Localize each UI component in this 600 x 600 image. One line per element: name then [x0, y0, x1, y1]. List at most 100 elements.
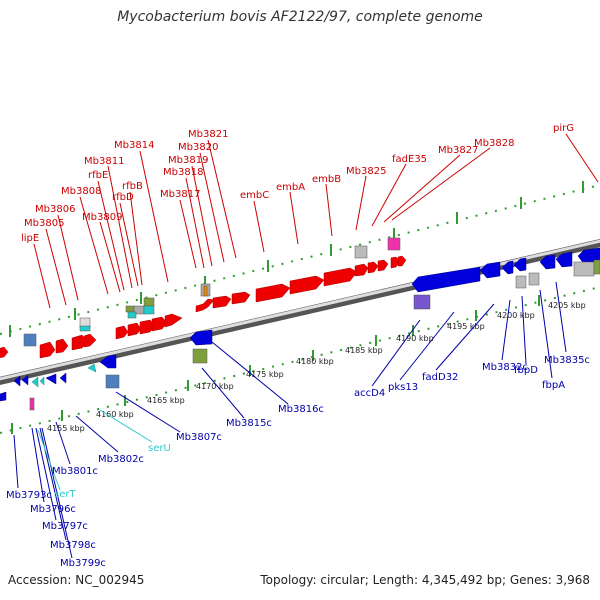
forward-gene [83, 333, 97, 348]
feature-box [125, 305, 135, 313]
trna-gene [87, 363, 97, 373]
gene-label: Mb3798c [50, 540, 96, 551]
gene-label: accD4 [354, 388, 385, 399]
feature-box [192, 348, 208, 364]
reverse-gene [45, 373, 57, 385]
gene-label: Mb3825 [346, 166, 386, 177]
reverse-gene [479, 261, 501, 279]
gene-label: Mb3821 [188, 129, 228, 140]
forward-gene [115, 325, 129, 340]
trna-genes [31, 363, 97, 388]
forward-gene [255, 283, 291, 303]
reverse-gene [513, 257, 527, 272]
gene-label: Mb3820 [178, 142, 218, 153]
reverse-gene [0, 391, 7, 402]
scale-label: 4205 kbp [548, 301, 586, 310]
map-title: Mycobacterium bovis AF2122/97, complete … [117, 9, 483, 25]
genome-summary: Topology: circular; Length: 4,345,492 bp… [260, 573, 590, 587]
gene-label: Mb3814 [114, 140, 154, 151]
trna-gene [31, 376, 39, 388]
gene-label: Mb3832c [482, 362, 528, 373]
gene-label: Mb3802c [98, 454, 144, 465]
forward-gene [195, 298, 215, 313]
trna-label: serT [54, 489, 76, 500]
gene-label: Mb3827 [438, 145, 478, 156]
gene-label: embC [240, 190, 269, 201]
reverse-gene [189, 329, 213, 346]
feature-box [127, 311, 137, 319]
gene-label: Mb3828 [474, 138, 514, 149]
gene-label: Mb3818 [163, 167, 203, 178]
feature-box [593, 259, 600, 275]
gene-label: Mb3809 [82, 212, 122, 223]
major-ticks [9, 181, 584, 434]
feature-box [387, 237, 401, 251]
reverse-genes [0, 247, 600, 402]
scale-label: 4185 kbp [345, 346, 383, 355]
reverse-gene [59, 372, 67, 384]
gene-label: Mb3806 [35, 204, 75, 215]
reverse-gene [13, 375, 21, 387]
gene-label: Mb3807c [176, 432, 222, 443]
forward-gene [231, 291, 251, 305]
forward-label-lines [33, 133, 599, 309]
reverse-gene [539, 254, 556, 270]
gene-label: Mb3808 [61, 186, 101, 197]
scale-label: 4155 kbp [47, 424, 85, 433]
gene-label: pks13 [388, 382, 418, 393]
accession-label: Accession: NC_002945 [8, 573, 145, 587]
scale-labels: 4155 kbp 4160 kbp 4165 kbp 4170 kbp 4175… [47, 301, 586, 433]
trna-label-lines [37, 409, 153, 491]
gene-label: Mb3793c [6, 490, 52, 501]
feature-box [203, 285, 208, 297]
forward-gene [323, 267, 358, 287]
gene-label: rfbE [88, 170, 108, 181]
gene-label: rfbB [122, 181, 143, 192]
forward-gene [151, 316, 168, 332]
forward-gene [289, 275, 325, 295]
forward-gene [127, 322, 142, 337]
feature-box [573, 261, 595, 277]
feature-box [528, 272, 540, 286]
gene-label: Mb3811 [84, 156, 124, 167]
forward-gene [212, 295, 232, 309]
reverse-gene [555, 251, 573, 268]
feature-box [29, 397, 35, 411]
reverse-gene [501, 260, 514, 275]
scale-label: 4195 kbp [447, 322, 485, 331]
gene-label: fadD32 [422, 372, 458, 383]
reverse-gene [21, 374, 29, 386]
reverse-gene [411, 266, 481, 293]
scale-label: 4170 kbp [196, 382, 234, 391]
reverse-labels: Mb3793c Mb3796c Mb3797c Mb3798c Mb3799c … [6, 355, 590, 569]
scale-label: 4190 kbp [396, 334, 434, 343]
scale-label: 4160 kbp [96, 410, 134, 419]
feature-box [143, 305, 155, 315]
gene-label: Mb3805 [24, 218, 64, 229]
misc-features [23, 237, 600, 411]
forward-gene [39, 341, 56, 359]
gene-label: fadE35 [392, 154, 427, 165]
forward-gene [55, 338, 69, 354]
gene-label: Mb3815c [226, 418, 272, 429]
gene-label: Mb3796c [30, 504, 76, 515]
gene-label: Mb3799c [60, 558, 106, 569]
scale-label: 4165 kbp [147, 396, 185, 405]
trna-labels: serT serU [54, 443, 171, 500]
gene-label: Mb3817 [160, 189, 200, 200]
reverse-gene [99, 354, 117, 369]
forward-gene [164, 313, 183, 328]
genome-backbone [0, 239, 600, 385]
forward-gene [377, 259, 389, 272]
trna-gene [39, 376, 45, 386]
feature-box [105, 374, 120, 389]
gene-label: Mb3819 [168, 155, 208, 166]
scale-label: 4200 kbp [497, 311, 535, 320]
gene-label: Mb3801c [52, 466, 98, 477]
forward-gene [0, 346, 9, 358]
feature-box [515, 275, 527, 289]
scale-label: 4180 kbp [296, 357, 334, 366]
scale-label: 4175 kbp [246, 370, 284, 379]
